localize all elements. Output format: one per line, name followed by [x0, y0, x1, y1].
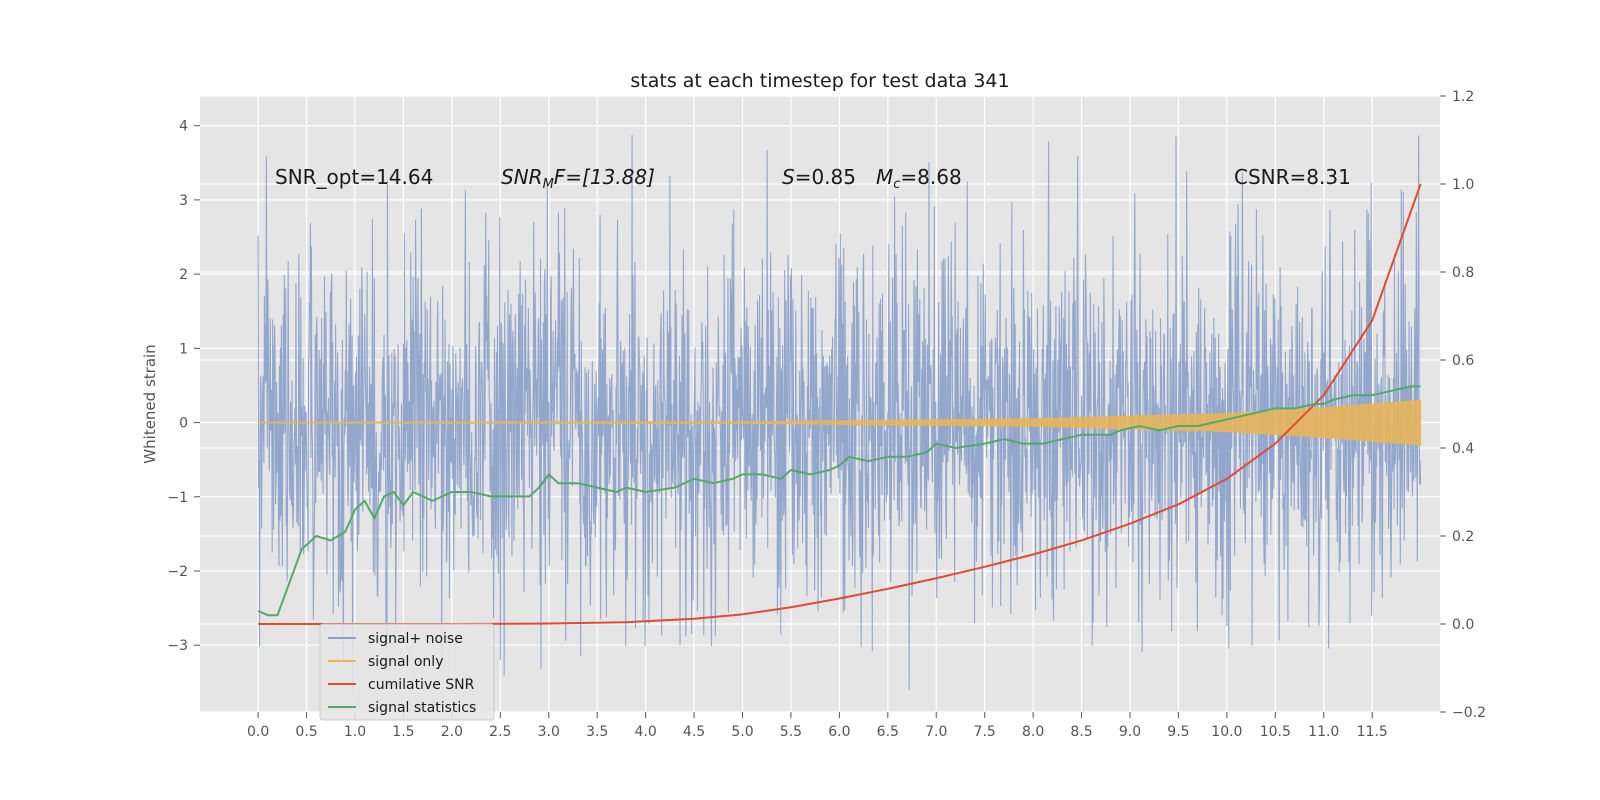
series-line-signal-noise: [257, 134, 1422, 690]
y-axis-ticks: 4 3 2 1 0 −1 −2 −3: [167, 119, 200, 654]
y-tick-label: 4: [179, 119, 188, 135]
y2-tick-label: 0.8: [1452, 265, 1474, 281]
x-tick-label: 7.5: [974, 724, 996, 740]
x-tick-label: 5.0: [731, 724, 753, 740]
x-tick-label: 8.0: [1022, 724, 1044, 740]
annotation-mc: Mc=8.68: [876, 165, 962, 192]
annotation-snr-mf: SNRMF=[13.88]: [501, 165, 655, 192]
y-tick-label: 3: [179, 193, 188, 209]
x-tick-label: 3.0: [538, 724, 560, 740]
legend-label-signal-only: signal only: [368, 654, 443, 670]
x-tick-label: 2.5: [489, 724, 511, 740]
legend-label-signal-noise: signal+ noise: [368, 631, 463, 647]
y-tick-label: 2: [179, 267, 188, 283]
series-line-cumulative-snr: [258, 183, 1422, 625]
x-tick-label: 4.0: [634, 724, 656, 740]
x-tick-label: 7.0: [925, 724, 947, 740]
series-line-signal-statistics: [257, 385, 1421, 617]
x-tick-label: 11.0: [1308, 724, 1339, 740]
x-tick-label: 6.0: [828, 724, 850, 740]
x-tick-label: 6.5: [877, 724, 899, 740]
x-tick-label: 10.5: [1260, 724, 1291, 740]
x-tick-label: 0.0: [247, 724, 269, 740]
legend-label-signal-statistics: signal statistics: [368, 700, 476, 716]
annotation-snr-opt: SNR_opt=14.64: [275, 165, 433, 189]
x-tick-label: 8.5: [1070, 724, 1092, 740]
x-tick-label: 1.5: [392, 724, 414, 740]
series-band-signal-only: [257, 399, 1422, 446]
y-tick-label: 1: [179, 341, 188, 357]
legend: signal+ noise signal only cumilative SNR…: [319, 623, 495, 721]
y2-tick-label: 0.0: [1452, 617, 1474, 633]
y-tick-label: 0: [179, 416, 188, 432]
legend-label-cumulative-snr: cumilative SNR: [368, 677, 475, 693]
x-tick-label: 9.0: [1119, 724, 1141, 740]
annotation-csnr: CSNR=8.31: [1234, 165, 1351, 189]
y2-tick-label: 0.6: [1452, 353, 1474, 369]
series-signal-noise: [257, 134, 1422, 690]
y2-tick-label: −0.2: [1452, 705, 1486, 721]
x-tick-label: 2.0: [441, 724, 463, 740]
x-tick-label: 10.0: [1211, 724, 1242, 740]
y2-tick-label: 1.2: [1452, 89, 1474, 105]
y-tick-label: −3: [167, 638, 188, 654]
x-tick-label: 1.0: [344, 724, 366, 740]
y2-axis-ticks: 1.2 1.0 0.8 0.6 0.4 0.2 0.0 −0.2: [1440, 89, 1486, 721]
chart-title: stats at each timestep for test data 341: [630, 70, 1009, 92]
x-tick-label: 11.5: [1357, 724, 1388, 740]
y-tick-label: −2: [167, 564, 188, 580]
y2-tick-label: 0.2: [1452, 529, 1474, 545]
y2-tick-label: 1.0: [1452, 177, 1474, 193]
annotation-s: S=0.85: [782, 165, 856, 189]
x-axis-ticks: 0.0 0.5 1.0 1.5 2.0 2.5 3.0 3.5 4.0 4.5 5.0 5.5 6.0 6…: [247, 712, 1388, 740]
legend-box: [319, 623, 495, 721]
series-signal-only: [257, 399, 1422, 446]
x-tick-label: 9.5: [1167, 724, 1189, 740]
y-tick-label: −1: [167, 490, 188, 506]
x-tick-label: 5.5: [780, 724, 802, 740]
series-lines: [257, 183, 1422, 625]
x-tick-label: 4.5: [683, 724, 705, 740]
y-axis-label: Whitened strain: [141, 344, 159, 463]
y2-tick-label: 0.4: [1452, 441, 1474, 457]
x-tick-label: 3.5: [586, 724, 608, 740]
x-tick-label: 0.5: [295, 724, 317, 740]
